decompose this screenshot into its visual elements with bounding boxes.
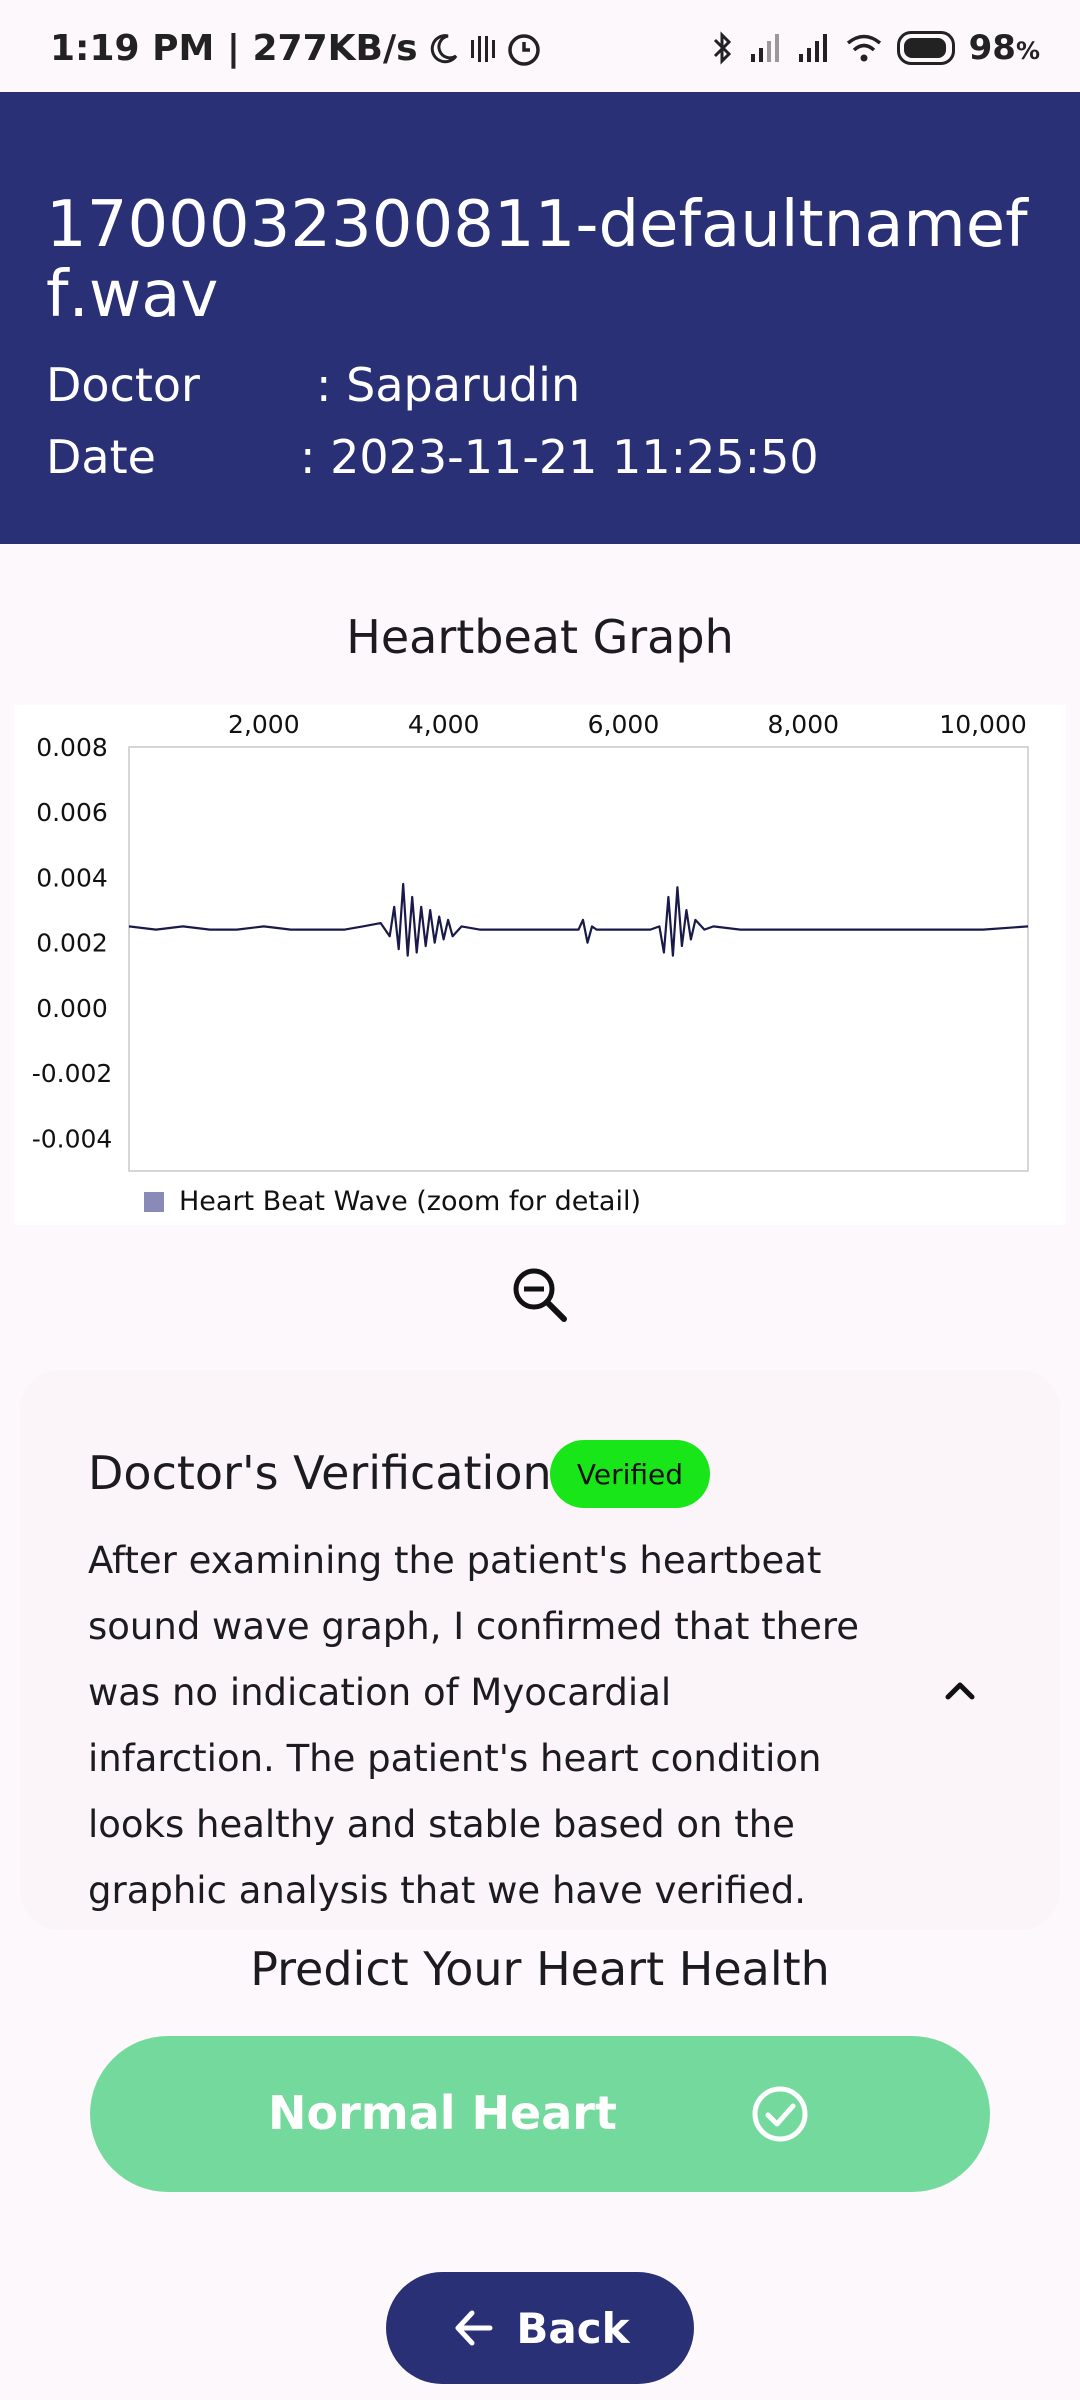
- back-label: Back: [516, 2303, 630, 2353]
- status-right: 98%: [711, 28, 1040, 68]
- battery-unit: %: [1015, 37, 1040, 65]
- back-button[interactable]: Back: [386, 2272, 694, 2384]
- chevron-up-icon[interactable]: [940, 1670, 980, 1710]
- alarm-icon: [507, 33, 540, 66]
- check-circle-icon: [752, 2086, 808, 2142]
- legend-swatch: [144, 1192, 164, 1212]
- y-tick-label: 0.002: [36, 929, 108, 958]
- plot-frame: [128, 746, 1029, 1172]
- x-tick-label: 4,000: [408, 710, 480, 739]
- x-tick-label: 10,000: [939, 710, 1026, 739]
- graph-title: Heartbeat Graph: [346, 610, 734, 664]
- moon-icon: [430, 33, 457, 63]
- wifi-icon: [846, 34, 881, 62]
- status-time: 1:19 PM | 277KB/s: [50, 28, 418, 69]
- heartbeat-chart[interactable]: 2,000 4,000 6,000 8,000 10,000 0.008 0.006 0.00…: [14, 705, 1066, 1225]
- vibrate-icon: [470, 35, 495, 62]
- x-tick-label: 2,000: [228, 710, 300, 739]
- y-tick-label: 0.006: [36, 798, 108, 827]
- battery-level: 98%: [969, 28, 1040, 68]
- verification-title: Doctor's Verification: [88, 1446, 552, 1500]
- y-tick-label: 0.000: [36, 994, 108, 1023]
- verification-card: Doctor's Verification Verified After exa…: [20, 1370, 1060, 1930]
- x-tick-label: 8,000: [767, 710, 839, 739]
- doctor-label: Doctor: [46, 358, 200, 412]
- heartbeat-chart-card[interactable]: 2,000 4,000 6,000 8,000 10,000 0.008 0.006 0.00…: [14, 705, 1066, 1225]
- verification-text: After examining the patient's heartbeat …: [88, 1539, 860, 1912]
- y-tick-label: -0.002: [32, 1059, 113, 1088]
- series-line: [128, 882, 1029, 957]
- signal-icon: [750, 34, 779, 62]
- file-title: 1700032300811-defaultnameff.wav: [46, 188, 1028, 332]
- status-left: 1:19 PM | 277KB/s: [50, 28, 542, 69]
- signal-icon: [798, 34, 827, 62]
- y-tick-label: 0.004: [36, 863, 108, 892]
- date-label: Date: [46, 430, 156, 484]
- y-tick-label: -0.004: [32, 1124, 113, 1153]
- x-tick-label: 6,000: [588, 710, 660, 739]
- zoom-out-icon[interactable]: [510, 1265, 570, 1325]
- battery-percent: 98: [968, 28, 1016, 68]
- arrow-left-icon: [455, 2310, 493, 2346]
- prediction-result: Normal Heart: [90, 2036, 990, 2192]
- legend-label: Heart Beat Wave (zoom for detail): [179, 1186, 641, 1217]
- status-bar: 1:19 PM | 277KB/s 98%: [0, 0, 1080, 92]
- prediction-title: Predict Your Heart Health: [250, 1942, 830, 1996]
- record-header: 1700032300811-defaultnameff.wav Doctor :…: [0, 92, 1080, 544]
- doctor-value: : Saparudin: [316, 358, 581, 412]
- prediction-result-label: Normal Heart: [268, 2086, 617, 2140]
- verified-badge: Verified: [550, 1440, 710, 1508]
- date-value: : 2023-11-21 11:25:50: [300, 430, 819, 484]
- battery-icon: [896, 31, 955, 65]
- y-tick-label: 0.008: [36, 733, 108, 762]
- bluetooth-icon: [713, 31, 731, 65]
